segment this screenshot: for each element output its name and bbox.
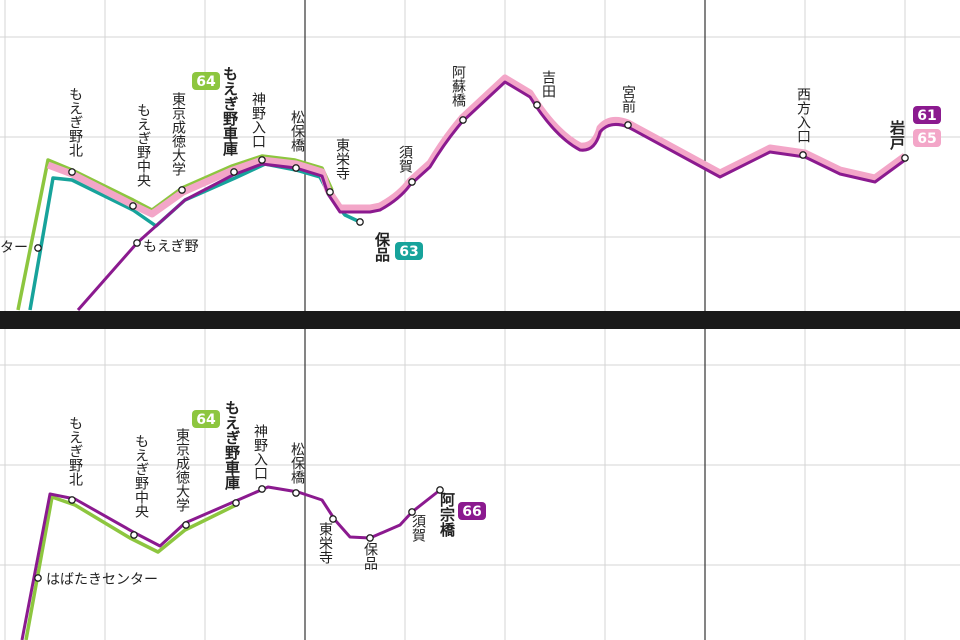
- stop-marker: [901, 154, 909, 162]
- stop-label: もえぎ野車庫: [221, 66, 239, 157]
- stop-marker: [366, 534, 374, 542]
- stop-label: 須賀: [410, 514, 426, 542]
- stop-label: もえぎ野: [143, 239, 199, 255]
- stop-marker: [258, 156, 266, 164]
- stop-label: はばたきセンター: [46, 572, 158, 588]
- stop-marker: [408, 508, 416, 516]
- route-number: 65: [917, 131, 936, 147]
- stop-label: 神野入口: [252, 424, 268, 480]
- stop-marker: [292, 164, 300, 172]
- stop-marker: [133, 239, 141, 247]
- stop-marker: [182, 521, 190, 529]
- stop-label: 東京成徳大学: [174, 428, 190, 512]
- stop-label: 東栄寺: [317, 522, 333, 564]
- stop-marker: [408, 178, 416, 186]
- routes-bottom: [20, 485, 441, 640]
- stop-marker: [326, 188, 334, 196]
- stop-label: 吉田: [540, 70, 556, 98]
- stop-label: ター: [0, 240, 28, 256]
- stop-label: もえぎ野北: [67, 416, 83, 487]
- stop-marker: [230, 168, 238, 176]
- divider: [0, 311, 960, 329]
- route-number: 66: [462, 504, 481, 520]
- stop-marker: [129, 202, 137, 210]
- stop-marker: [624, 121, 632, 129]
- stop-label: もえぎ野中央: [133, 434, 149, 518]
- stop-label: 松保橋: [289, 110, 305, 152]
- stop-marker: [292, 489, 300, 497]
- route-badge: [192, 72, 220, 90]
- stop-marker: [34, 244, 42, 252]
- stop-label: 宮前: [620, 85, 636, 114]
- stop-marker: [130, 531, 138, 539]
- stop-label: 阿蘇橋: [450, 65, 466, 107]
- stop-label: 西方入口: [795, 87, 811, 143]
- route-badge: [192, 410, 220, 428]
- stop-marker: [533, 101, 541, 109]
- stop-label: 東栄寺: [334, 138, 350, 180]
- stop-label: 神野入口: [250, 92, 266, 148]
- route-number: 63: [399, 244, 418, 260]
- stop-marker: [329, 515, 337, 523]
- route-badge: [395, 242, 423, 260]
- stop-marker: [258, 485, 266, 493]
- stop-label: 東京成徳大学: [170, 92, 186, 176]
- route-number: 64: [196, 74, 216, 90]
- stop-marker: [356, 218, 364, 226]
- stop-marker: [799, 151, 807, 159]
- route-badge: [458, 502, 486, 520]
- stop-marker: [34, 574, 42, 582]
- stop-label: もえぎ野車庫: [223, 400, 241, 491]
- stop-marker: [68, 496, 76, 504]
- routes-top: [16, 74, 908, 311]
- route-badge: [913, 106, 941, 124]
- stop-marker: [459, 116, 467, 124]
- stop-label: もえぎ野中央: [135, 103, 151, 187]
- stop-marker: [232, 499, 240, 507]
- stop-label: もえぎ野北: [67, 87, 83, 158]
- stop-label: 須賀: [397, 145, 413, 173]
- stop-marker: [436, 486, 444, 494]
- route-number: 61: [917, 108, 936, 124]
- route-number: 64: [196, 412, 216, 428]
- stop-label: 保品: [373, 231, 391, 263]
- route-badge: [913, 129, 941, 147]
- stop-marker: [68, 168, 76, 176]
- stop-label: 松保橋: [289, 442, 305, 484]
- stop-marker: [178, 186, 186, 194]
- stop-label: 保品: [362, 542, 378, 570]
- stop-label: 阿宗橋: [438, 492, 456, 538]
- stop-label: 岩戸: [888, 119, 906, 151]
